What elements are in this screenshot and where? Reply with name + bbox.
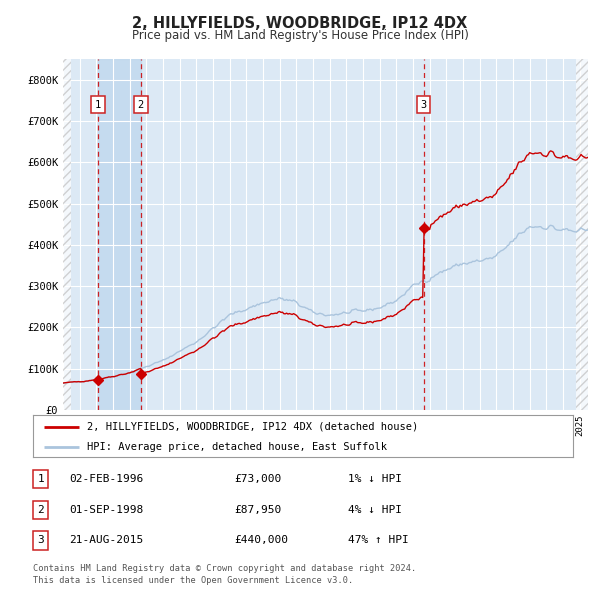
Text: 01-SEP-1998: 01-SEP-1998 [69,505,143,514]
Text: 2: 2 [138,100,144,110]
Bar [575,59,588,410]
Text: 3: 3 [421,100,427,110]
Text: 3: 3 [37,536,44,545]
Text: 2, HILLYFIELDS, WOODBRIDGE, IP12 4DX: 2, HILLYFIELDS, WOODBRIDGE, IP12 4DX [133,16,467,31]
Text: HPI: Average price, detached house, East Suffolk: HPI: Average price, detached house, East… [87,442,387,451]
Text: £73,000: £73,000 [234,474,281,484]
Text: 1% ↓ HPI: 1% ↓ HPI [348,474,402,484]
Text: Price paid vs. HM Land Registry's House Price Index (HPI): Price paid vs. HM Land Registry's House … [131,30,469,42]
Text: 21-AUG-2015: 21-AUG-2015 [69,536,143,545]
Text: 2, HILLYFIELDS, WOODBRIDGE, IP12 4DX (detached house): 2, HILLYFIELDS, WOODBRIDGE, IP12 4DX (de… [87,422,418,432]
Text: 2: 2 [37,505,44,514]
Text: £87,950: £87,950 [234,505,281,514]
Text: 47% ↑ HPI: 47% ↑ HPI [348,536,409,545]
Text: 02-FEB-1996: 02-FEB-1996 [69,474,143,484]
Bar [98,59,141,410]
Bar [63,59,71,410]
Text: 1: 1 [95,100,101,110]
Text: Contains HM Land Registry data © Crown copyright and database right 2024.
This d: Contains HM Land Registry data © Crown c… [33,565,416,585]
Text: 4% ↓ HPI: 4% ↓ HPI [348,505,402,514]
Text: 1: 1 [37,474,44,484]
Text: £440,000: £440,000 [234,536,288,545]
